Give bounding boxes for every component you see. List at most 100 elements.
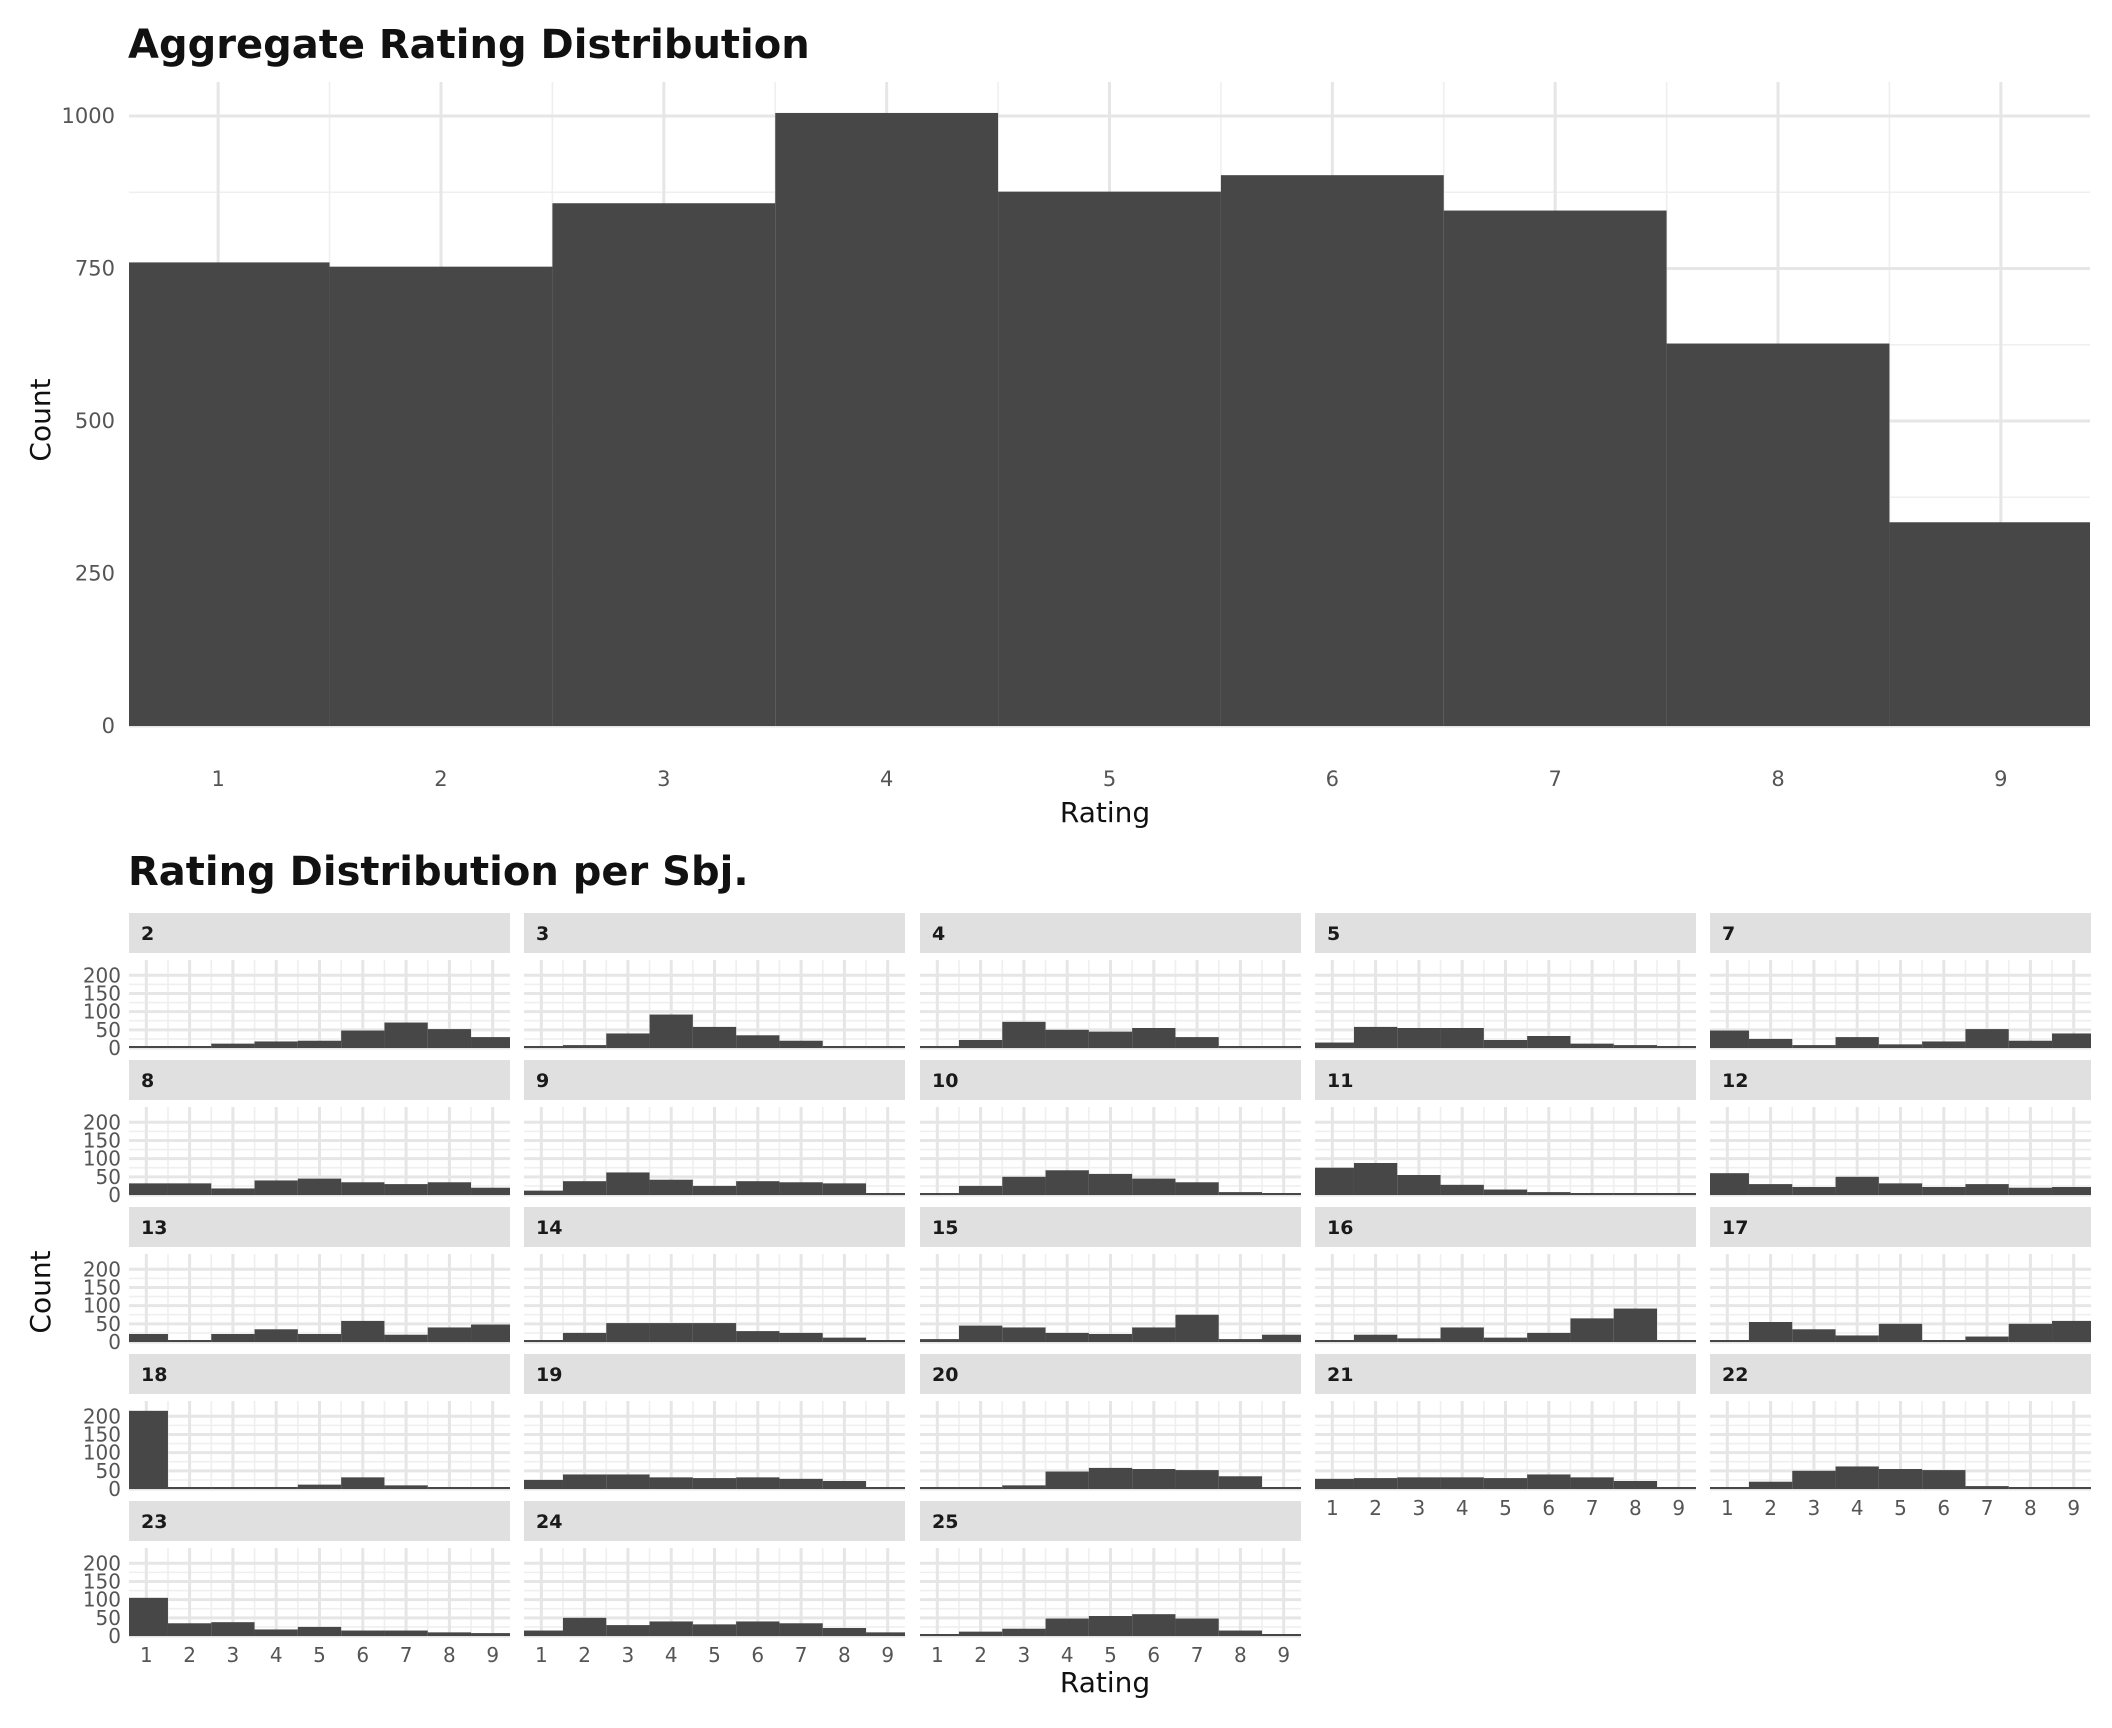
facet-panel-20: 20: [920, 1354, 1301, 1491]
facet-x-tick-label: 1: [140, 1643, 153, 1667]
facet-bar-4-8: [1218, 1046, 1263, 1048]
facet-y-tick-label: 100: [83, 1294, 121, 1318]
facet-bar-5-2: [1353, 1026, 1398, 1048]
facet-bar-17-1: [1710, 1340, 1749, 1342]
facet-bar-8-3: [211, 1188, 255, 1195]
facet-x-tick-label: 7: [1586, 1496, 1599, 1520]
facet-bar-5-1: [1315, 1042, 1354, 1048]
facet-bar-12-2: [1748, 1184, 1793, 1195]
facet-bar-11-5: [1483, 1189, 1528, 1195]
facet-bar-9-3: [606, 1172, 650, 1195]
facet-bar-14-8: [822, 1337, 867, 1342]
facet-panel-9: 9: [524, 1060, 905, 1197]
facet-bar-3-3: [606, 1033, 650, 1048]
facet-strip-label: 4: [932, 923, 945, 945]
facet-bar-19-4: [649, 1477, 693, 1489]
facet-bar-9-1: [524, 1190, 563, 1195]
facet-bar-8-7: [384, 1184, 428, 1195]
facet-bar-7-3: [1792, 1045, 1836, 1048]
facet-x-tick-label: 9: [486, 1643, 499, 1667]
facet-bar-3-4: [649, 1014, 693, 1048]
facet-strip: [920, 1501, 1301, 1541]
facet-bar-5-3: [1397, 1028, 1441, 1048]
facet-bar-11-7: [1570, 1193, 1614, 1195]
facet-x-tick-label: 7: [400, 1643, 413, 1667]
facet-bar-14-1: [524, 1340, 563, 1342]
per-subject-y-axis-title: Count: [24, 1250, 57, 1333]
y-tick-label: 0: [102, 714, 115, 738]
facet-strip-label: 13: [141, 1217, 167, 1239]
facet-bar-25-5: [1088, 1616, 1133, 1636]
facet-y-tick-label: 200: [83, 1110, 121, 1134]
facet-bar-16-9: [1657, 1340, 1696, 1342]
facet-bar-7-6: [1922, 1041, 1966, 1048]
facet-bar-12-9: [2052, 1187, 2091, 1195]
facet-bar-8-1: [129, 1183, 168, 1195]
facet-strip: [920, 913, 1301, 953]
facet-x-tick-label: 5: [1104, 1643, 1117, 1667]
facet-x-tick-label: 4: [270, 1643, 283, 1667]
facet-bar-2-8: [427, 1029, 472, 1048]
facet-bar-5-4: [1440, 1028, 1484, 1048]
facet-panel-15: 15: [920, 1207, 1301, 1344]
facet-bar-15-3: [1002, 1327, 1046, 1342]
facet-bar-20-5: [1088, 1467, 1133, 1489]
facet-bar-8-8: [427, 1182, 472, 1195]
facet-bar-18-6: [341, 1477, 385, 1489]
facet-strip-label: 11: [1327, 1070, 1353, 1092]
facet-bar-13-8: [427, 1327, 472, 1342]
facet-panel-25: 25 1 2 3 4 5 6 7 8 9: [920, 1501, 1301, 1667]
facet-bar-25-2: [958, 1631, 1003, 1636]
x-tick-label: 1: [211, 767, 224, 791]
facet-x-tick-label: 9: [1672, 1496, 1685, 1520]
facet-bar-7-7: [1965, 1029, 2009, 1048]
facet-bar-16-8: [1613, 1308, 1658, 1342]
aggregate-x-axis-title: Rating: [1060, 796, 1150, 829]
facet-bar-15-6: [1132, 1327, 1176, 1342]
facet-panel-11: 11: [1315, 1060, 1696, 1197]
facet-x-tick-label: 5: [313, 1643, 326, 1667]
facet-bar-10-9: [1262, 1193, 1301, 1195]
facet-bar-10-6: [1132, 1178, 1176, 1195]
facet-bar-21-9: [1657, 1487, 1696, 1489]
facet-bar-14-9: [866, 1340, 905, 1342]
facet-bar-22-7: [1965, 1486, 2009, 1489]
facet-x-tick-label: 2: [974, 1643, 987, 1667]
facet-x-tick-label: 5: [708, 1643, 721, 1667]
facet-x-tick-label: 9: [2067, 1496, 2080, 1520]
facet-bar-3-1: [524, 1046, 563, 1048]
facet-bar-11-3: [1397, 1175, 1441, 1195]
facet-bar-7-5: [1878, 1044, 1923, 1048]
facet-x-tick-label: 8: [2024, 1496, 2037, 1520]
facet-bar-2-5: [297, 1040, 342, 1048]
facet-y-tick-label: 150: [83, 1569, 121, 1593]
facet-panel-14: 14: [524, 1207, 905, 1344]
facet-strip-label: 3: [536, 923, 549, 945]
facet-bar-23-1: [129, 1597, 168, 1636]
facet-bar-8-2: [167, 1183, 212, 1195]
facet-bar-17-3: [1792, 1329, 1836, 1342]
aggregate-y-axis-title: Count: [24, 378, 57, 461]
facet-bar-17-5: [1878, 1323, 1923, 1342]
facet-bar-16-2: [1353, 1334, 1398, 1342]
facet-bar-19-9: [866, 1487, 905, 1489]
facet-bar-10-4: [1045, 1170, 1089, 1195]
facet-bar-16-5: [1483, 1337, 1528, 1342]
facet-bar-19-6: [736, 1477, 780, 1489]
x-tick-label: 7: [1548, 767, 1561, 791]
facet-y-tick-label: 200: [83, 1404, 121, 1428]
facet-bar-13-5: [297, 1334, 342, 1342]
facet-bar-11-8: [1613, 1193, 1658, 1195]
facet-bar-24-8: [822, 1628, 867, 1636]
facet-bar-22-1: [1710, 1487, 1749, 1489]
facet-bar-25-9: [1262, 1634, 1301, 1636]
facet-bar-17-6: [1922, 1340, 1966, 1342]
facet-bar-13-1: [129, 1334, 168, 1342]
facet-y-tick-label: 50: [96, 1312, 121, 1336]
facet-y-tick-label: 50: [96, 1165, 121, 1189]
facet-bar-4-2: [958, 1040, 1003, 1048]
facet-y-tick-label: 100: [83, 1588, 121, 1612]
facet-bar-24-7: [779, 1623, 823, 1636]
facet-bar-4-7: [1175, 1037, 1219, 1048]
facet-bar-19-2: [562, 1474, 607, 1489]
